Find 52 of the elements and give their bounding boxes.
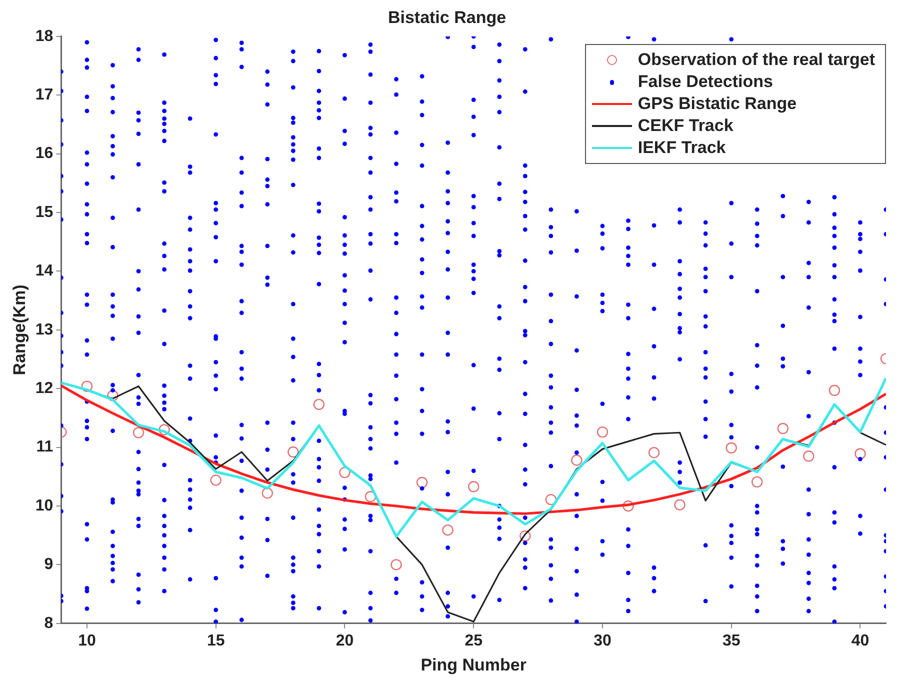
legend-label: IEKF Track [638,138,726,158]
x-tick-label: 15 [206,632,225,650]
point [210,474,222,486]
x-tick-label: 30 [594,632,612,650]
y-tick-label: 18 [35,28,54,45]
y-tick-label: 12 [35,380,54,398]
x-tick-label: 20 [336,632,354,650]
y-tick-label: 9 [44,556,54,574]
point [313,398,325,410]
point [132,427,144,438]
point [726,442,737,454]
point [777,422,788,434]
point [442,524,454,536]
x-tick-label: 40 [851,632,870,650]
point [648,446,660,458]
x-axis-title: Ping Number [420,655,527,674]
point [339,466,350,478]
chart-title: Bistatic Range [388,8,506,27]
point [828,384,840,396]
point [390,559,402,570]
y-axis-title: Range(Km) [10,284,29,376]
point [674,499,686,510]
point [596,426,608,438]
y-tick-label: 15 [35,204,54,221]
point [262,487,273,499]
y-tick-label: 11 [36,438,54,456]
legend-label: CEKF Track [638,116,734,136]
point [468,481,480,492]
point [854,448,866,460]
y-tick-label: 8 [44,614,54,632]
point [107,390,118,402]
point [288,446,299,458]
point [803,450,814,462]
x-tick-label: 35 [722,632,740,650]
point [752,476,763,488]
y-tick-label: 10 [35,497,54,514]
legend-label: GPS Bistatic Range [638,94,797,114]
point [520,530,531,542]
y-tick-label: 17 [35,86,54,104]
legend-label: Observation of the real target [638,50,875,70]
y-tick-label: 16 [35,145,54,162]
point [545,494,557,506]
point [416,476,428,488]
point [622,500,634,512]
x-tick-label: 25 [464,632,483,650]
point [571,454,582,466]
y-tick-label: 14 [35,262,54,280]
x-tick-label: 10 [78,632,96,650]
point [81,380,93,392]
y-tick-label: 13 [35,321,54,338]
legend-label: False Detections [638,72,773,92]
point [158,424,170,436]
